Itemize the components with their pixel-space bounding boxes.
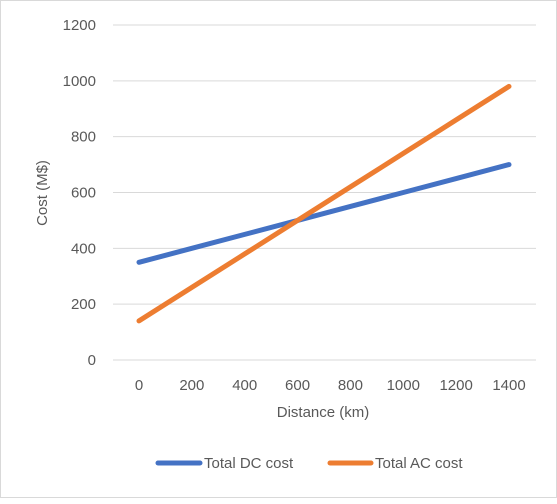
y-tick-label: 1200 <box>63 17 96 34</box>
series-lines <box>136 83 512 324</box>
y-axis-tick-labels: 0 200 400 600 800 1000 1200 <box>63 17 96 369</box>
x-tick-label: 1200 <box>439 377 472 394</box>
x-tick-label: 200 <box>179 377 204 394</box>
y-axis-title: Cost (M$) <box>34 160 51 226</box>
x-tick-label: 1400 <box>492 377 525 394</box>
series-line-1 <box>136 83 512 324</box>
y-tick-label: 400 <box>71 240 96 257</box>
x-axis-title: Distance (km) <box>277 404 370 421</box>
series-line-0 <box>136 162 512 265</box>
y-tick-label: 0 <box>88 352 96 369</box>
y-tick-label: 200 <box>71 296 96 313</box>
legend: Total DC cost Total AC cost <box>155 455 463 472</box>
x-tick-label: 400 <box>232 377 257 394</box>
x-tick-label: 1000 <box>387 377 420 394</box>
y-tick-label: 1000 <box>63 73 96 90</box>
x-tick-label: 600 <box>285 377 310 394</box>
gridlines <box>113 24 536 305</box>
legend-label: Total AC cost <box>375 455 463 472</box>
x-tick-label: 800 <box>338 377 363 394</box>
legend-label: Total DC cost <box>204 455 294 472</box>
y-tick-label: 800 <box>71 129 96 146</box>
x-axis-tick-labels: 0 200 400 600 800 1000 1200 1400 <box>135 377 526 394</box>
y-tick-label: 600 <box>71 185 96 202</box>
x-tick-label: 0 <box>135 377 143 394</box>
